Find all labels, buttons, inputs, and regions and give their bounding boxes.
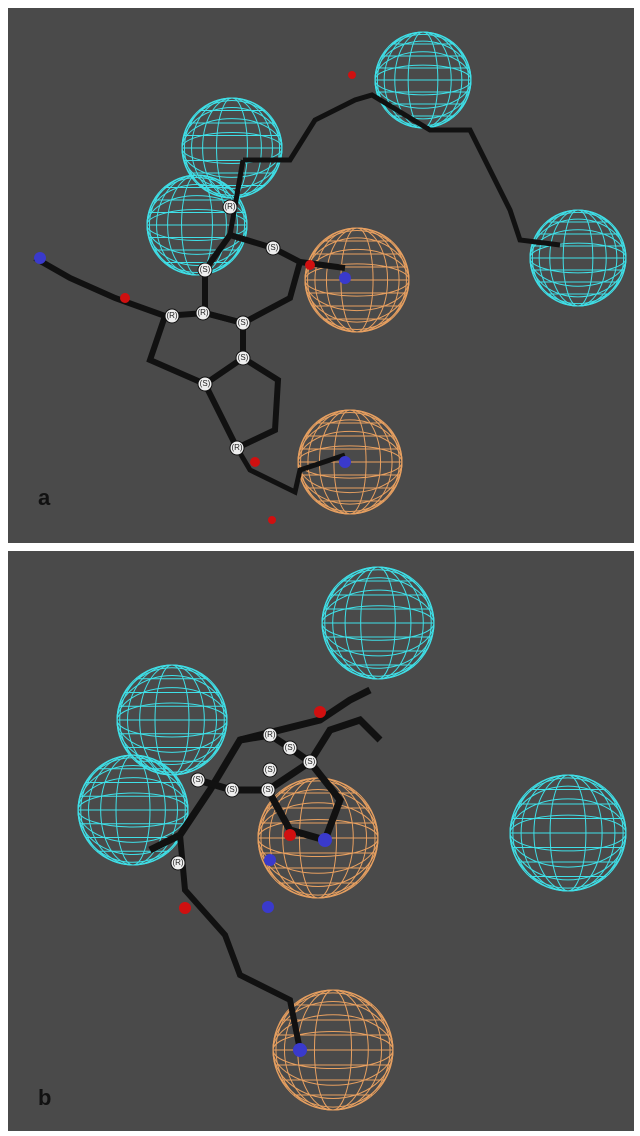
atom-o — [179, 902, 191, 914]
atom-o — [305, 260, 315, 270]
atom-n — [264, 854, 276, 866]
stereo-label: (S) — [238, 353, 249, 362]
atom-n — [339, 272, 351, 284]
panel-label: a — [38, 485, 51, 510]
stereo-label: (S) — [305, 757, 316, 766]
panel-label: b — [38, 1085, 51, 1110]
stereo-label: (S) — [193, 775, 204, 784]
stereo-label: (R) — [231, 443, 242, 452]
stereo-label: (R) — [166, 311, 177, 320]
stereo-label: (S) — [200, 265, 211, 274]
stereo-label: (S) — [265, 765, 276, 774]
atom-o — [348, 71, 356, 79]
stereo-label: (S) — [200, 379, 211, 388]
figure: a b (S) (R) (R) (S) (S) (S) (R) (S) (R) (R) (S) (S)… — [0, 0, 640, 1136]
atom-o — [314, 706, 326, 718]
stereo-label: (S) — [227, 785, 238, 794]
stereo-label: (R) — [224, 202, 235, 211]
atom-n — [262, 901, 274, 913]
atom-n — [318, 833, 332, 847]
atom-o — [120, 293, 130, 303]
stereo-label: (S) — [238, 318, 249, 327]
stereo-label: (R) — [197, 308, 208, 317]
stereo-label: (S) — [263, 785, 274, 794]
atom-o — [250, 457, 260, 467]
atom-n — [293, 1043, 307, 1057]
atom-o — [284, 829, 296, 841]
atom-n — [34, 252, 46, 264]
stereo-label: (R) — [172, 858, 183, 867]
atom-o — [268, 516, 276, 524]
stereo-label: (S) — [285, 743, 296, 752]
stereo-label: (S) — [268, 243, 279, 252]
stereo-label: (R) — [264, 730, 275, 739]
atom-n — [339, 456, 351, 468]
